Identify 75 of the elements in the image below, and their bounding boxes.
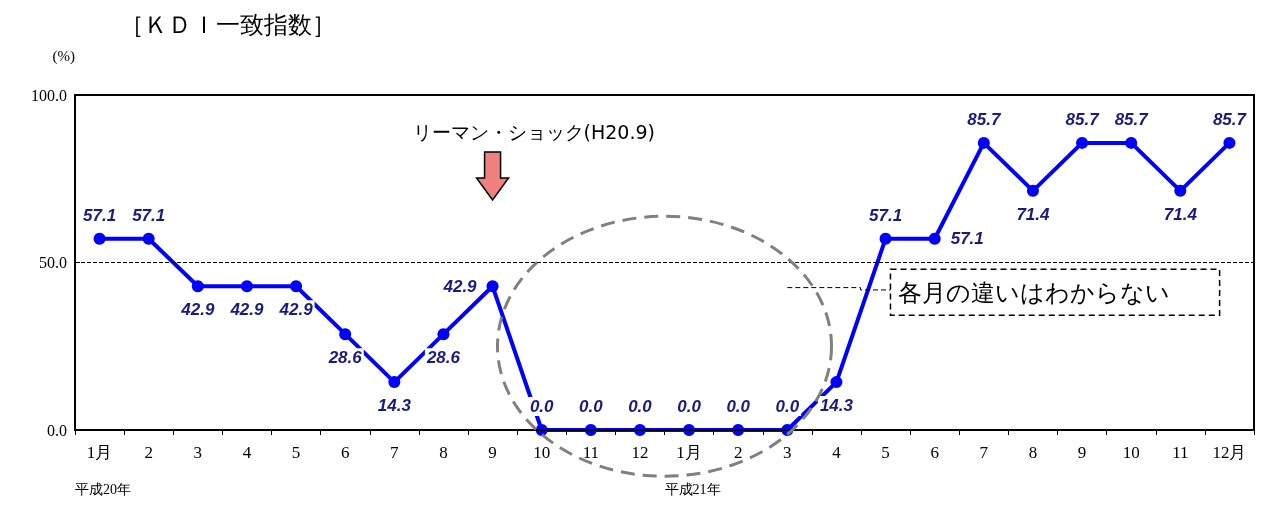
text: 0.0 xyxy=(677,397,701,416)
point xyxy=(191,280,204,293)
point xyxy=(977,136,990,149)
text: 57.1 xyxy=(132,205,166,225)
text: 42.9 xyxy=(279,300,313,320)
text: 28.6 xyxy=(328,348,362,368)
text: 14.3 xyxy=(377,396,411,416)
x-tick-label: 1月 xyxy=(676,443,702,462)
y-tick-label: 100.0 xyxy=(31,86,67,104)
point xyxy=(437,328,450,341)
x-tick-label: 12月 xyxy=(1212,443,1247,462)
text: 平成21年 xyxy=(664,481,721,499)
text: 71.4 xyxy=(1163,204,1197,224)
x-tick-label: 10 xyxy=(533,443,551,462)
point xyxy=(879,232,892,245)
text: 85.7 xyxy=(1212,109,1246,129)
x-tick-label: 4 xyxy=(242,443,252,462)
y-tick-label: 50.0 xyxy=(39,254,67,271)
point xyxy=(388,376,401,389)
x-tick-label: 5 xyxy=(881,443,890,462)
x-tick-label: 10 xyxy=(1122,443,1140,462)
text: 42.9 xyxy=(230,300,264,320)
text: 0.0 xyxy=(578,397,603,416)
text: 0.0 xyxy=(775,397,800,416)
point xyxy=(1076,136,1089,149)
point xyxy=(93,232,106,245)
text: 42.9 xyxy=(181,300,215,320)
annotation: リーマン・ショック(H20.9) xyxy=(412,120,655,145)
text: 85.7 xyxy=(1114,109,1148,129)
text: 85.7 xyxy=(967,109,1001,129)
x-tick-label: 4 xyxy=(832,443,842,462)
point xyxy=(1223,136,1236,149)
y-axis-title: (%) xyxy=(52,47,75,65)
text: 42.9 xyxy=(443,276,477,296)
x-tick-label: 2 xyxy=(144,443,153,462)
x-tick-label: 9 xyxy=(488,443,497,462)
x-tick-label: 7 xyxy=(390,443,400,462)
y-tick-label: 0.0 xyxy=(47,421,67,439)
x-tick-label: 3 xyxy=(783,443,792,462)
x-tick-label: 11 xyxy=(582,443,599,462)
text: 0.0 xyxy=(726,397,751,416)
point xyxy=(339,328,352,341)
text: 57.1 xyxy=(83,205,117,225)
annotation: 各月の違いはわからない xyxy=(898,278,1171,310)
x-tick-label: 5 xyxy=(291,443,301,462)
text: 14.3 xyxy=(819,396,853,416)
x-tick-label: 1月 xyxy=(86,443,113,462)
point xyxy=(928,232,941,245)
x-tick-label: 6 xyxy=(340,443,350,462)
x-tick-label: 3 xyxy=(193,443,203,462)
text: 0.0 xyxy=(628,397,652,416)
point xyxy=(290,280,303,293)
text: 85.7 xyxy=(1065,109,1099,129)
x-tick-label: 12 xyxy=(631,443,649,462)
x-tick-label: 8 xyxy=(1028,443,1038,462)
point xyxy=(830,376,843,389)
text: 57.1 xyxy=(950,229,984,249)
x-tick-label: 11 xyxy=(1172,443,1189,462)
chart-title: ［ＫＤＩ一致指数］ xyxy=(120,11,336,39)
text: 0.0 xyxy=(529,397,554,416)
x-tick-label: 8 xyxy=(439,443,448,462)
point xyxy=(1026,184,1039,197)
x-tick-label: 6 xyxy=(930,443,939,462)
text: 71.4 xyxy=(1016,204,1050,224)
x-tick-label: 9 xyxy=(1077,443,1087,462)
text: 28.6 xyxy=(426,348,460,368)
x-tick-label: 2 xyxy=(733,443,743,462)
point xyxy=(240,280,253,293)
text: 平成20年 xyxy=(75,481,131,499)
x-tick-label: 7 xyxy=(979,443,989,462)
point xyxy=(1174,184,1187,197)
point xyxy=(142,232,155,245)
text: 57.1 xyxy=(869,205,903,225)
point xyxy=(1125,136,1138,149)
point xyxy=(486,280,499,293)
